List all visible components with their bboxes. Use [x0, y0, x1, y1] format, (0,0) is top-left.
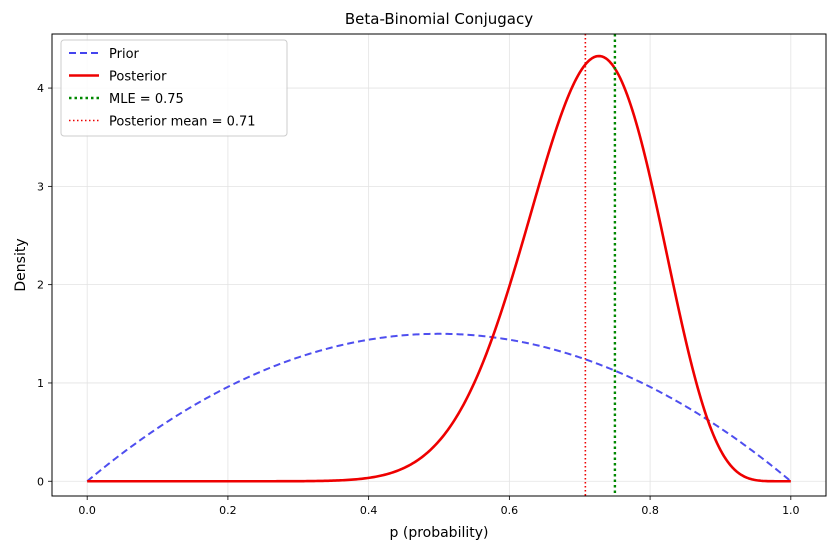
x-tick-label: 0.6: [501, 504, 519, 517]
legend-label: Posterior: [109, 70, 167, 85]
series-layer: [86, 34, 792, 496]
legend-box: [60, 39, 288, 137]
series-prior-line: [86, 332, 792, 483]
legend-label: Prior: [109, 47, 140, 62]
x-axis-label: p (probability): [390, 525, 489, 541]
y-tick-label: 4: [37, 82, 44, 95]
x-tick-label: 0.8: [641, 504, 659, 517]
y-tick-label: 0: [37, 475, 44, 488]
legend-label: MLE = 0.75: [109, 92, 184, 107]
legend-label: Posterior mean = 0.71: [109, 115, 256, 130]
chart-title: Beta-Binomial Conjugacy: [345, 10, 533, 28]
y-tick-label: 3: [37, 180, 44, 193]
series-posterior-line: [87, 54, 791, 483]
x-tick-label: 1.0: [782, 504, 800, 517]
x-tick-label: 0.4: [360, 504, 378, 517]
axis-ticks: 0.0 0.2 0.4 0.6 0.8 1.0 0 1 2 3 4: [37, 82, 800, 517]
y-tick-label: 1: [37, 377, 44, 390]
grid: [52, 34, 826, 496]
x-tick-label: 0.0: [78, 504, 96, 517]
y-tick-label: 2: [37, 279, 44, 292]
legend: Prior Posterior MLE = 0.75 Posterior mean =…: [60, 39, 288, 137]
plot-frame: [51, 33, 827, 497]
y-axis-label: Density: [13, 238, 29, 291]
x-tick-label: 0.2: [219, 504, 237, 517]
